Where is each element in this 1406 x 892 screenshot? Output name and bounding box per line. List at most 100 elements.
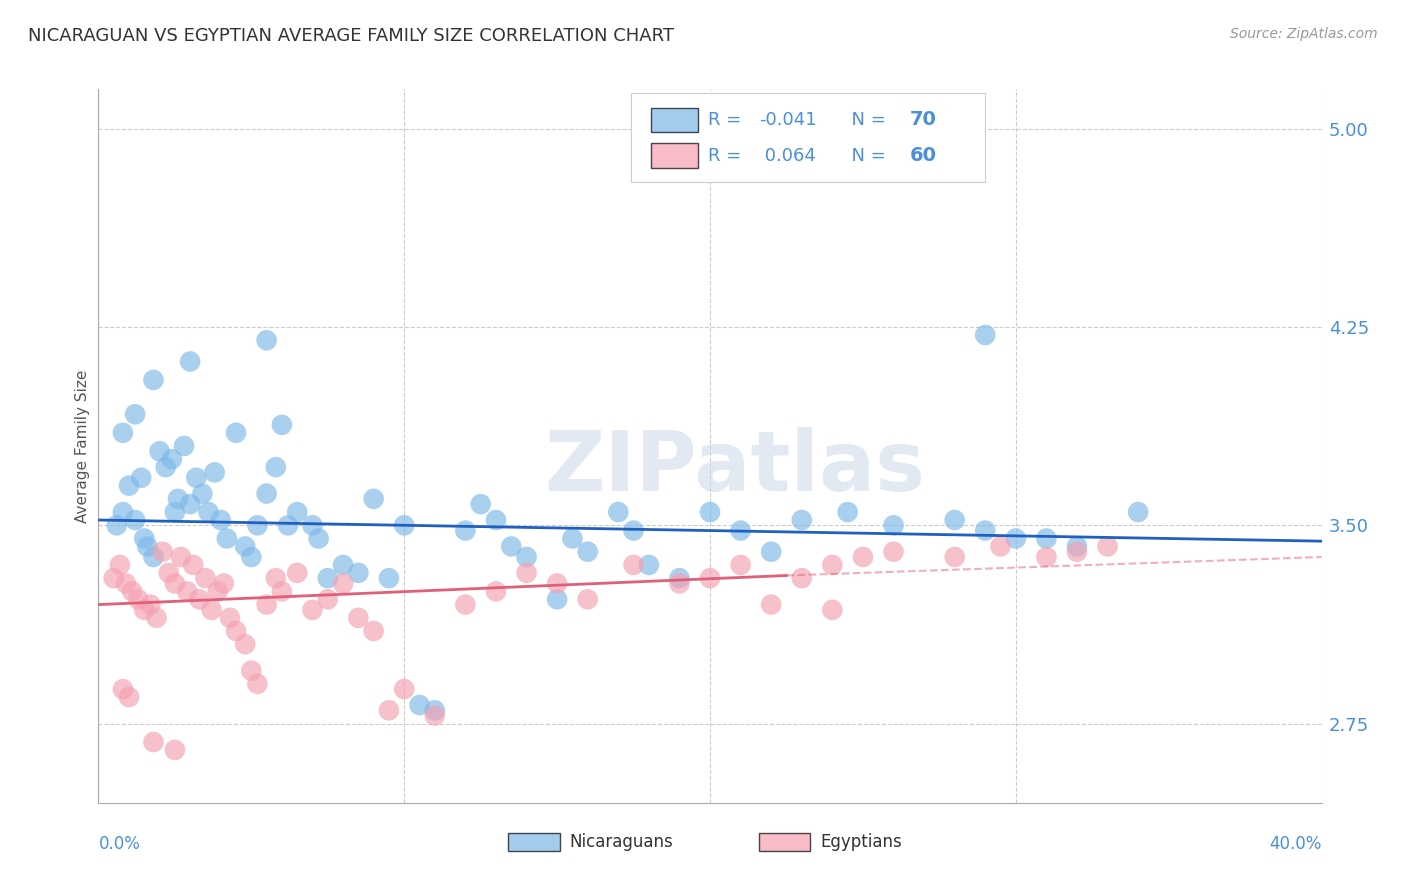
Point: [454, 524, 477, 538]
Point: [179, 497, 201, 511]
Text: Source: ZipAtlas.com: Source: ZipAtlas.com: [1230, 27, 1378, 41]
Point: [264, 571, 287, 585]
FancyBboxPatch shape: [651, 108, 697, 132]
Point: [246, 518, 269, 533]
Point: [1035, 532, 1057, 546]
Point: [215, 532, 238, 546]
Text: N =: N =: [839, 111, 891, 128]
Point: [139, 598, 162, 612]
Point: [152, 545, 174, 559]
Point: [240, 549, 263, 564]
Point: [730, 558, 752, 572]
Text: 0.0%: 0.0%: [98, 835, 141, 853]
Point: [546, 592, 568, 607]
Text: ZIPatlas: ZIPatlas: [544, 427, 925, 508]
Point: [149, 444, 172, 458]
Point: [277, 518, 299, 533]
Point: [145, 611, 167, 625]
Point: [852, 549, 875, 564]
Text: 0.064: 0.064: [759, 146, 815, 164]
Point: [200, 603, 222, 617]
Point: [974, 328, 997, 343]
Point: [623, 558, 645, 572]
Point: [246, 677, 269, 691]
Point: [516, 549, 538, 564]
Point: [485, 584, 508, 599]
Point: [623, 524, 645, 538]
Point: [170, 549, 193, 564]
Point: [111, 505, 134, 519]
Point: [943, 513, 966, 527]
FancyBboxPatch shape: [630, 93, 986, 182]
Point: [129, 471, 152, 485]
Point: [285, 505, 308, 519]
Point: [127, 592, 149, 607]
Point: [668, 576, 690, 591]
Point: [378, 703, 401, 717]
Point: [270, 417, 292, 432]
Point: [990, 540, 1012, 554]
Point: [212, 576, 235, 591]
Point: [316, 592, 339, 607]
Text: N =: N =: [839, 146, 891, 164]
Point: [207, 584, 229, 599]
Text: 70: 70: [910, 111, 936, 129]
Point: [790, 571, 813, 585]
Point: [167, 491, 190, 506]
Point: [408, 698, 430, 712]
Point: [974, 524, 997, 538]
Point: [699, 571, 721, 585]
Point: [209, 513, 232, 527]
Point: [730, 524, 752, 538]
Point: [392, 682, 416, 697]
Point: [270, 584, 292, 599]
Point: [233, 540, 256, 554]
Point: [392, 518, 416, 533]
Point: [134, 532, 156, 546]
Point: [134, 603, 156, 617]
Point: [219, 611, 242, 625]
Point: [142, 373, 165, 387]
Point: [1004, 532, 1026, 546]
Point: [108, 558, 131, 572]
Point: [363, 624, 385, 638]
Point: [188, 592, 211, 607]
Point: [173, 439, 195, 453]
Point: [943, 549, 966, 564]
Point: [240, 664, 263, 678]
Text: NICARAGUAN VS EGYPTIAN AVERAGE FAMILY SIZE CORRELATION CHART: NICARAGUAN VS EGYPTIAN AVERAGE FAMILY SI…: [28, 27, 673, 45]
Point: [118, 478, 141, 492]
Point: [194, 571, 217, 585]
Point: [759, 598, 782, 612]
Point: [454, 598, 477, 612]
Point: [423, 703, 446, 717]
Point: [204, 466, 226, 480]
Point: [111, 425, 134, 440]
Point: [103, 571, 125, 585]
Point: [225, 425, 247, 440]
Point: [501, 540, 523, 554]
Point: [191, 486, 214, 500]
Point: [179, 354, 201, 368]
Point: [821, 558, 844, 572]
Point: [790, 513, 813, 527]
Point: [837, 505, 859, 519]
Point: [181, 558, 204, 572]
Text: 60: 60: [910, 146, 936, 165]
Point: [1097, 540, 1119, 554]
Point: [1035, 549, 1057, 564]
Point: [363, 491, 385, 506]
Point: [332, 558, 354, 572]
Point: [264, 460, 287, 475]
Point: [285, 566, 308, 580]
Point: [301, 603, 323, 617]
Point: [160, 452, 183, 467]
Point: [118, 690, 141, 704]
Point: [115, 576, 138, 591]
Text: Egyptians: Egyptians: [820, 833, 901, 851]
Point: [378, 571, 401, 585]
Text: R =: R =: [707, 146, 747, 164]
Point: [576, 545, 599, 559]
Point: [883, 545, 905, 559]
Point: [883, 518, 905, 533]
